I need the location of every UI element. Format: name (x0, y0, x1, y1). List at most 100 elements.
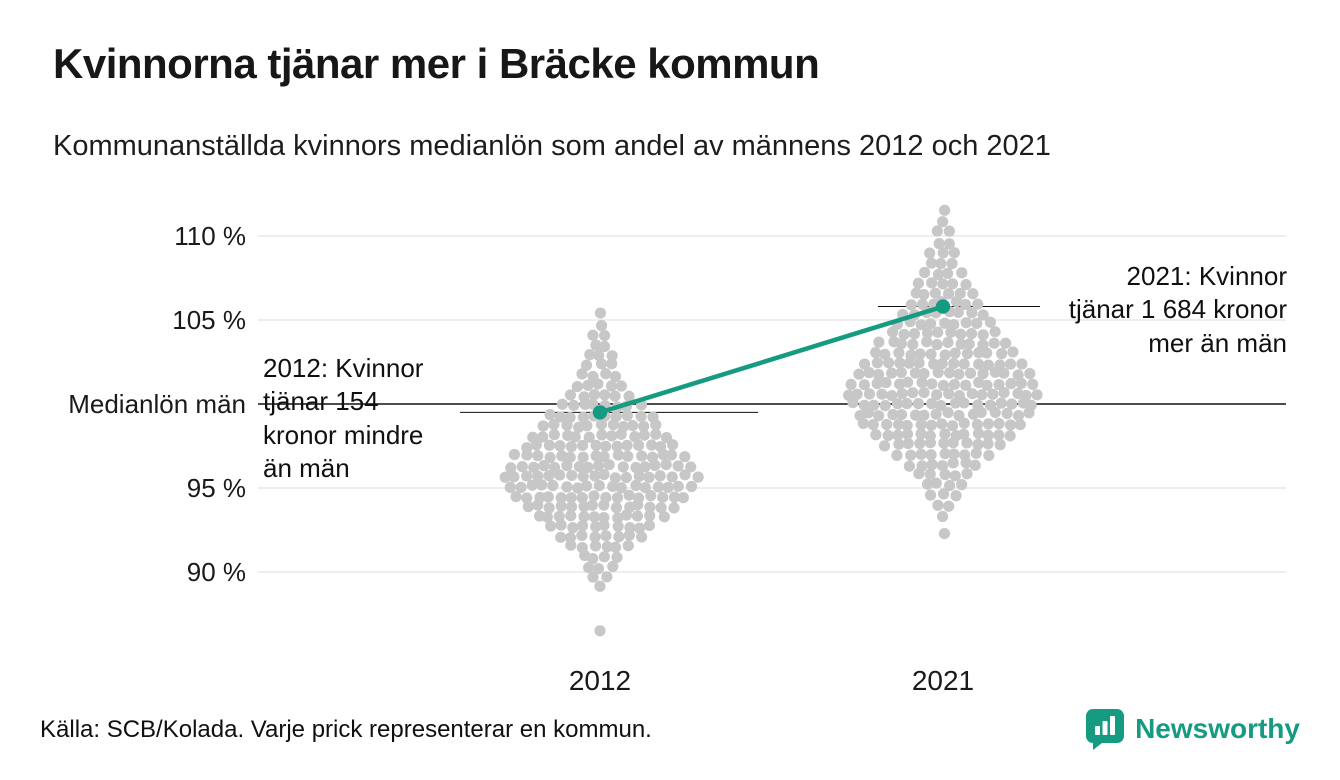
kommun-dot (966, 388, 978, 400)
kommun-dot (649, 459, 661, 471)
kommun-dot (958, 417, 970, 429)
kommun-dot (907, 387, 919, 399)
kommun-dot (902, 437, 914, 450)
kommun-dot (919, 266, 931, 279)
kommun-dot (646, 439, 658, 451)
kommun-dot (532, 499, 544, 511)
kommun-dot (926, 378, 938, 390)
kommun-dot (630, 479, 642, 492)
kommun-dot (845, 378, 857, 391)
kommun-dot (644, 501, 656, 513)
kommun-dot (925, 257, 938, 269)
kommun-dot (541, 511, 553, 523)
kommun-dot (635, 410, 647, 423)
kommun-dot (1014, 418, 1026, 431)
kommun-dot (937, 379, 950, 392)
kommun-dot (638, 420, 650, 432)
kommun-dot (615, 380, 628, 392)
kommun-dot (508, 471, 520, 483)
x-axis-label: 2012 (569, 665, 631, 696)
kommun-dot (998, 386, 1010, 399)
kommun-dot (913, 468, 925, 480)
kommun-dot (948, 448, 960, 460)
kommun-dot (886, 367, 898, 379)
kommun-dot (918, 386, 930, 399)
kommun-dot (530, 439, 542, 451)
kommun-dot (949, 470, 961, 482)
kommun-dot (948, 378, 961, 391)
kommun-dot (975, 406, 987, 419)
kommun-dot (571, 381, 583, 393)
kommun-dot (620, 471, 632, 484)
kommun-dot (609, 371, 622, 383)
kommun-dot (921, 478, 934, 490)
kommun-dot (587, 571, 599, 583)
kommun-dot (912, 277, 924, 289)
kommun-dot (870, 346, 882, 359)
kommun-dot (937, 247, 949, 259)
kommun-dot (895, 338, 907, 350)
kommun-dot (636, 531, 648, 543)
kommun-dot (672, 460, 684, 472)
kommun-dot (871, 377, 883, 390)
kommun-dot (988, 337, 1000, 349)
kommun-dot (555, 531, 567, 543)
kommun-dot (565, 510, 577, 522)
kommun-dot (857, 417, 869, 429)
kommun-dot (892, 418, 905, 431)
kommun-dot (947, 457, 959, 469)
kommun-dot (938, 437, 950, 449)
kommun-dot (548, 418, 560, 431)
kommun-dot (650, 428, 662, 440)
kommun-dot (908, 328, 921, 340)
kommun-dot (577, 470, 589, 483)
kommun-dot (939, 317, 951, 329)
kommun-dot (952, 306, 964, 318)
kommun-dot (679, 469, 691, 481)
kommun-dot (947, 437, 959, 449)
kommun-dot (615, 428, 627, 440)
kommun-dot (621, 439, 633, 451)
kommun-dot (621, 409, 633, 422)
kommun-dot (891, 449, 903, 461)
kommun-dot (970, 447, 982, 459)
kommun-dot (882, 357, 895, 369)
kommun-dot (537, 431, 549, 443)
kommun-dot (894, 357, 906, 369)
kommun-dot (643, 519, 655, 531)
kommun-dot (995, 397, 1007, 409)
kommun-dot (925, 348, 937, 360)
kommun-dot (607, 560, 619, 573)
kommun-dot (662, 481, 674, 494)
kommun-dot (595, 418, 608, 431)
kommun-dot (580, 359, 593, 371)
kommun-dot (612, 449, 624, 461)
chart-subtitle: Kommunanställda kvinnors medianlön som a… (53, 130, 1051, 162)
kommun-dot (905, 449, 917, 461)
kommun-dot (960, 278, 972, 291)
kommun-dot (565, 501, 578, 513)
kommun-dot (606, 358, 618, 370)
kommun-dot (583, 561, 595, 574)
kommun-dot (532, 450, 544, 462)
kommun-dot (603, 459, 615, 471)
kommun-dot (623, 489, 635, 501)
newsworthy-logo[interactable]: Newsworthy (1085, 708, 1300, 750)
kommun-dot (950, 295, 963, 308)
kommun-dot (961, 468, 973, 480)
kommun-dot (536, 479, 548, 491)
kommun-dot (548, 429, 560, 441)
kommun-dot (903, 357, 915, 369)
kommun-dot (932, 499, 944, 511)
kommun-dot (870, 429, 882, 441)
kommun-dot (615, 482, 627, 494)
kommun-dot (576, 368, 588, 380)
kommun-dot (672, 480, 684, 492)
kommun-dot (942, 267, 954, 279)
kommun-dot (943, 388, 955, 400)
kommun-dot (516, 461, 528, 473)
kommun-dot (984, 316, 997, 328)
kommun-dot (598, 450, 610, 463)
kommun-dot (576, 520, 589, 532)
kommun-dot (935, 400, 947, 412)
